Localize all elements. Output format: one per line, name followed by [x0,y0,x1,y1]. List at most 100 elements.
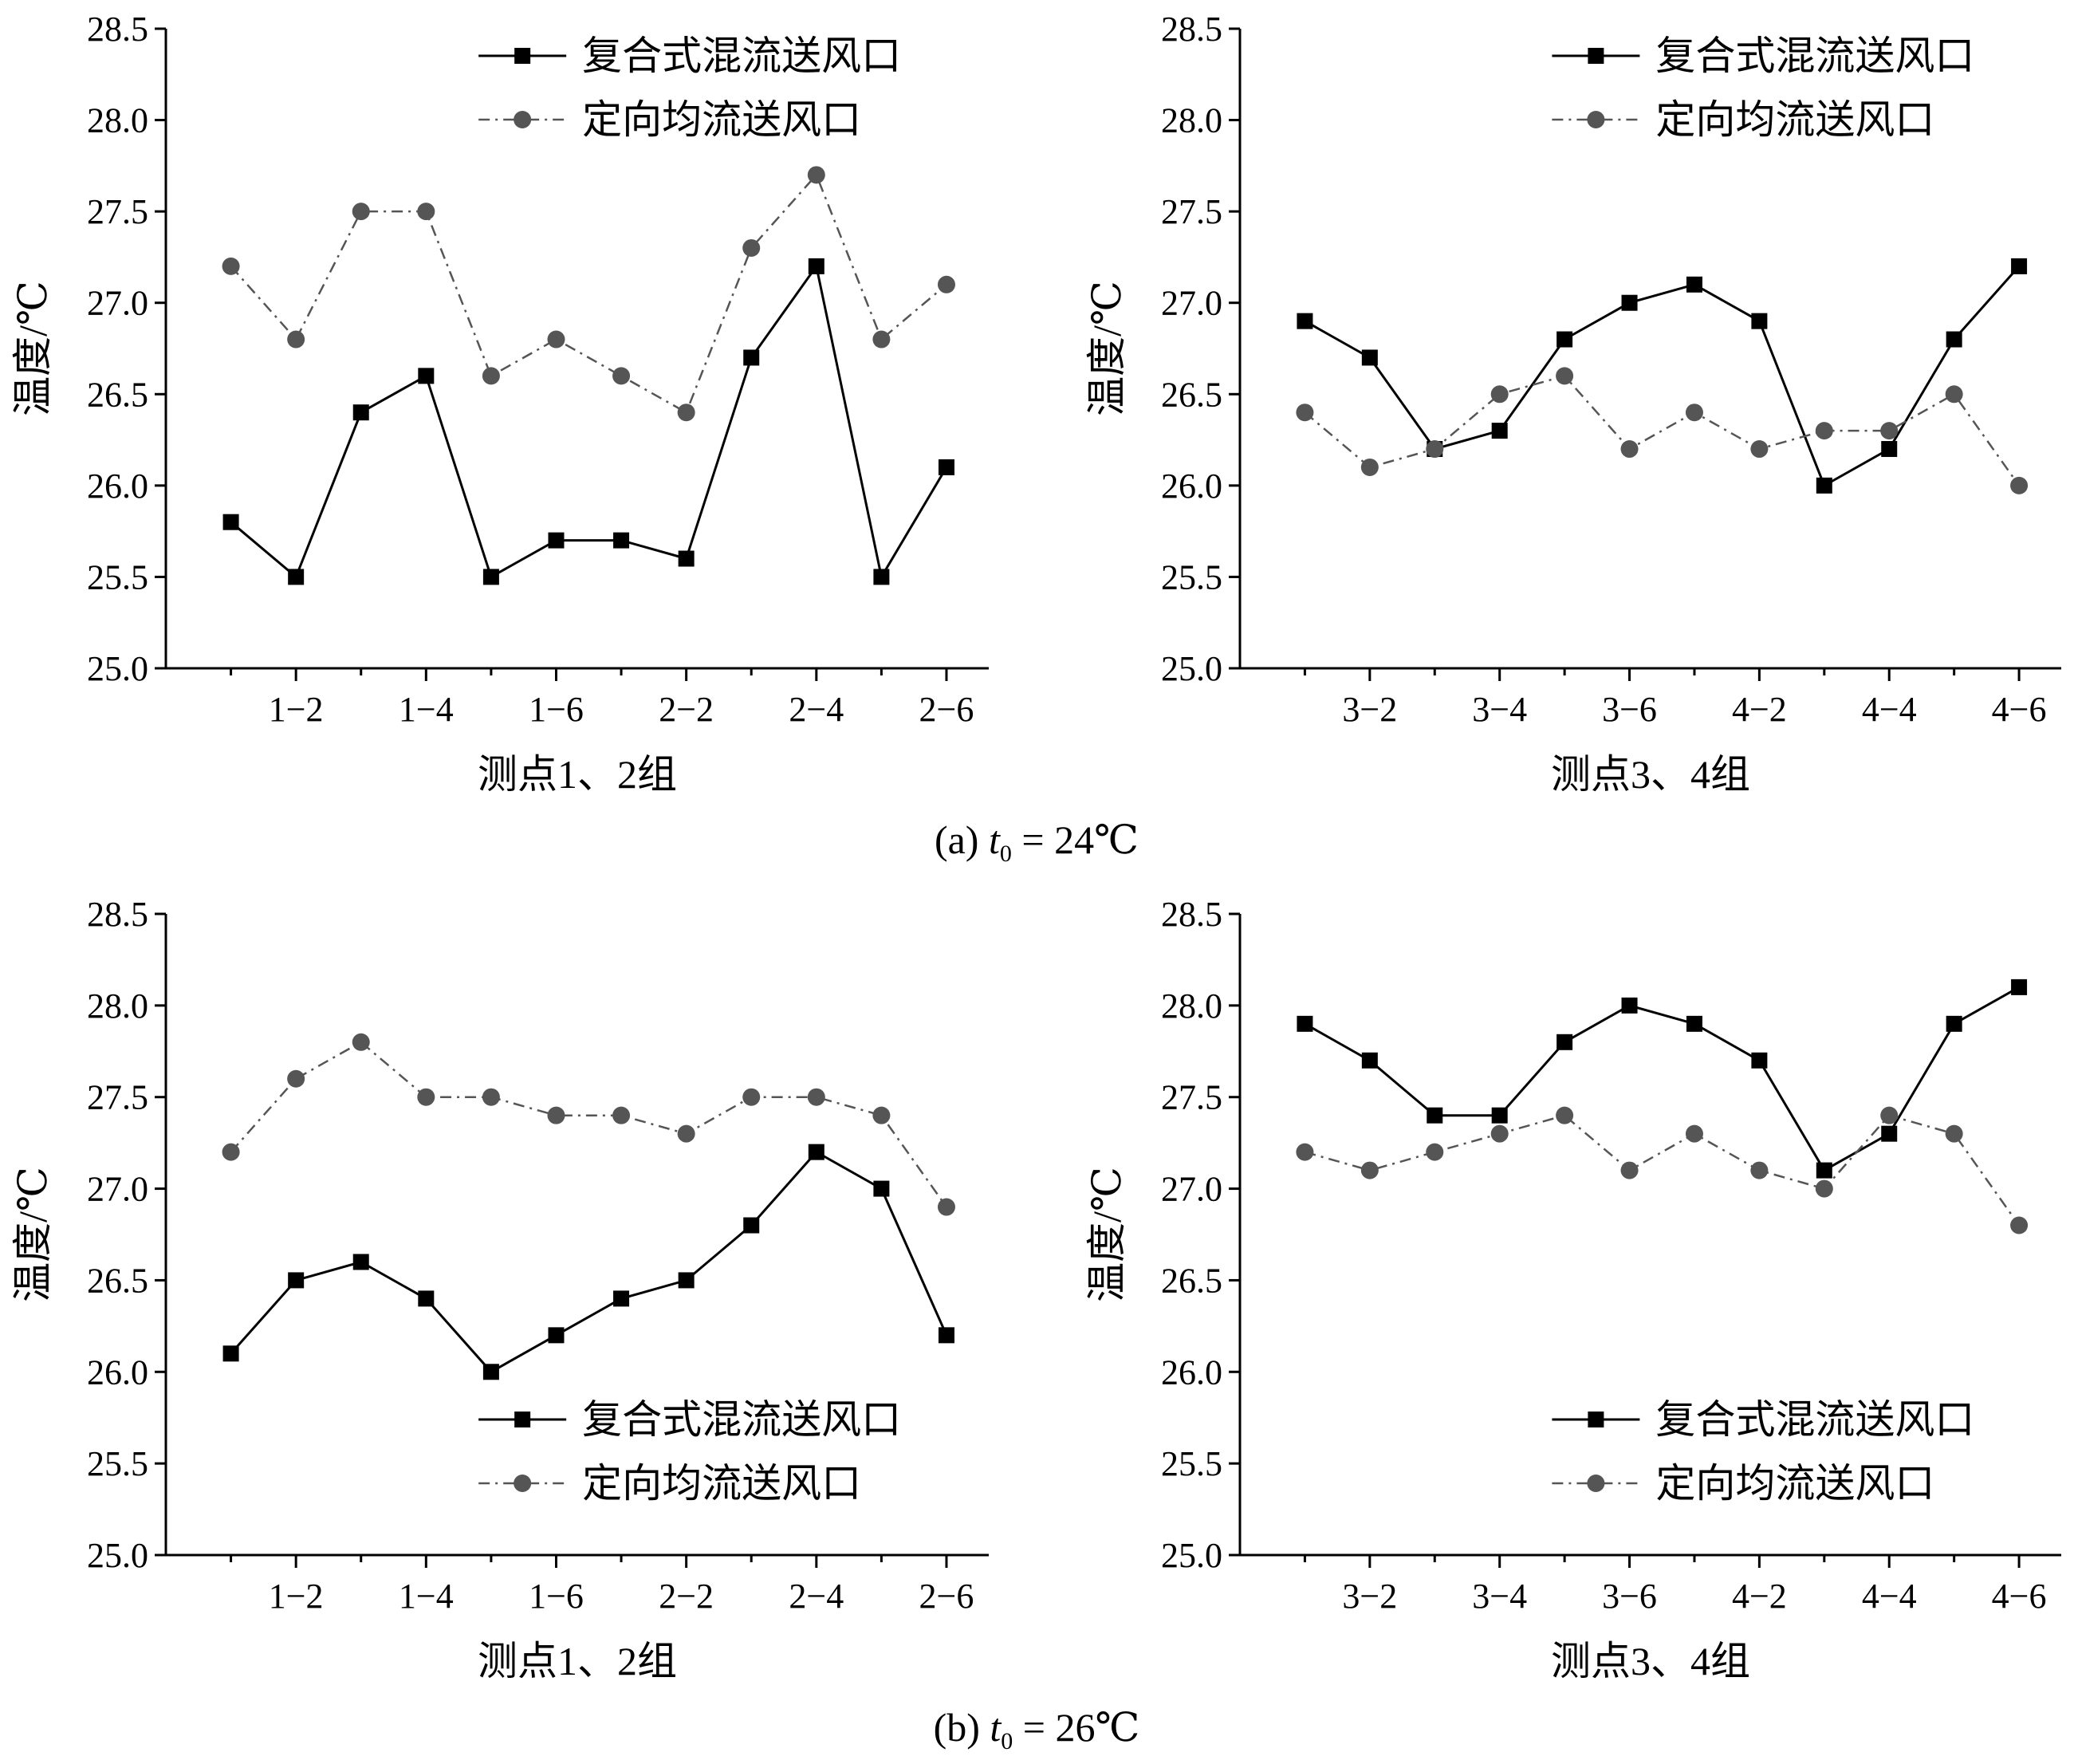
data-point [872,1106,891,1124]
legend-label: 定向均流送风口 [1655,1461,1934,1506]
x-tick-label: 3−4 [1472,690,1527,729]
data-point [2011,978,2028,995]
data-point [1750,440,1769,459]
data-point [288,569,305,585]
chart-panels: 25.0 25.5 26.0 26.5 27.0 27.5 28.0 28.5 1−2 1−4 1−… [10,10,2061,1683]
data-point [1490,385,1509,404]
y-tick-label: 27.5 [87,192,148,231]
x-tick-label: 2−2 [659,1577,714,1616]
data-point [482,1088,500,1106]
x-tick-label: 2−6 [919,1577,974,1616]
data-point [1621,294,1638,311]
legend-marker [1587,1475,1605,1492]
caption-value: = 24℃ [1012,817,1139,862]
series-line [230,1150,948,1374]
data-point [1880,1106,1899,1124]
data-point [1620,440,1639,459]
data-point [1556,367,1574,385]
series-line [1304,374,2021,486]
data-point [807,1088,825,1106]
data-point [677,404,695,422]
series-line [230,172,947,414]
data-point [1297,1015,1313,1032]
data-point [2010,476,2029,494]
data-point [352,1254,369,1270]
legend-label: 定向均流送风口 [582,1461,861,1506]
data-point [482,1364,499,1380]
x-tick-label: 3−2 [1342,690,1397,729]
data-point [548,532,565,549]
y-tick-label: 25.0 [87,649,148,688]
data-point [222,1345,239,1362]
data-point [938,459,954,475]
data-point [1816,1162,1832,1179]
y-tick-label: 25.5 [1161,557,1222,597]
data-point [1945,1124,1963,1143]
legend-marker [514,111,532,128]
series-directional [1296,367,2029,494]
legend-marker [514,1475,532,1492]
data-point [1815,422,1833,440]
series-line [1305,1114,2021,1227]
x-axis-title: 测点1、2组 [478,752,677,797]
y-tick-label: 27.5 [1161,1078,1222,1117]
data-point [937,275,955,293]
x-tick-label: 1−6 [529,690,584,729]
data-point [1556,1106,1574,1124]
x-tick-label: 4−2 [1732,1577,1787,1616]
x-axis-title: 测点3、4组 [1551,752,1750,797]
x-tick-label: 1−4 [399,1577,454,1616]
y-tick-label: 26.5 [87,375,148,414]
data-point [1491,423,1508,439]
data-point [1881,441,1898,458]
data-point [1490,1124,1509,1143]
data-point [287,330,305,348]
data-point [482,367,500,385]
data-point [1297,313,1313,329]
y-tick-label: 26.0 [1161,1353,1222,1392]
data-point [287,1069,305,1088]
data-point [937,1198,955,1216]
y-tick-label: 25.5 [87,1444,148,1483]
x-tick-label: 3−2 [1342,1577,1397,1616]
data-point [872,330,891,348]
series-hybrid [222,258,954,585]
chart-panel-a-left: 25.0 25.5 26.0 26.5 27.0 27.5 28.0 28.5 1−2 1−4 1−… [10,10,989,797]
data-point [352,203,370,221]
data-point [938,1327,954,1344]
legend-marker [1588,1412,1604,1427]
data-point [612,1106,631,1124]
series-directional [222,166,955,422]
data-point [1881,1125,1898,1142]
x-tick-label: 4−6 [1992,1577,2047,1616]
data-point [1751,313,1768,329]
data-point [1620,1161,1639,1179]
y-tick-label: 27.5 [1161,192,1222,231]
caption-subscript: 0 [1000,841,1012,867]
data-point [1556,331,1573,348]
data-point [1426,440,1444,459]
y-axis-title: 温度/℃ [1084,281,1129,416]
data-point [418,1290,435,1307]
legend-label: 定向均流送风口 [1655,97,1934,142]
data-point [1686,1015,1702,1032]
data-point [1361,1052,1378,1069]
y-axis-title: 温度/℃ [10,281,55,416]
data-point [873,569,890,585]
data-point [1556,1034,1573,1050]
y-tick-label: 26.5 [1161,1261,1222,1300]
data-point [1296,1143,1314,1161]
chart-panel-a-right: 25.0 25.5 26.0 26.5 27.0 27.5 28.0 28.5 3−2 3−4 3−… [1084,10,2061,797]
y-tick-label: 27.0 [1161,1170,1222,1209]
x-tick-label: 1−6 [529,1577,584,1616]
data-point [548,1327,565,1344]
data-point [1816,477,1832,494]
x-tick-label: 2−4 [789,690,844,729]
x-tick-label: 2−6 [919,690,974,729]
series-line [1304,986,2020,1172]
data-point [222,257,240,275]
x-tick-label: 4−2 [1732,690,1787,729]
